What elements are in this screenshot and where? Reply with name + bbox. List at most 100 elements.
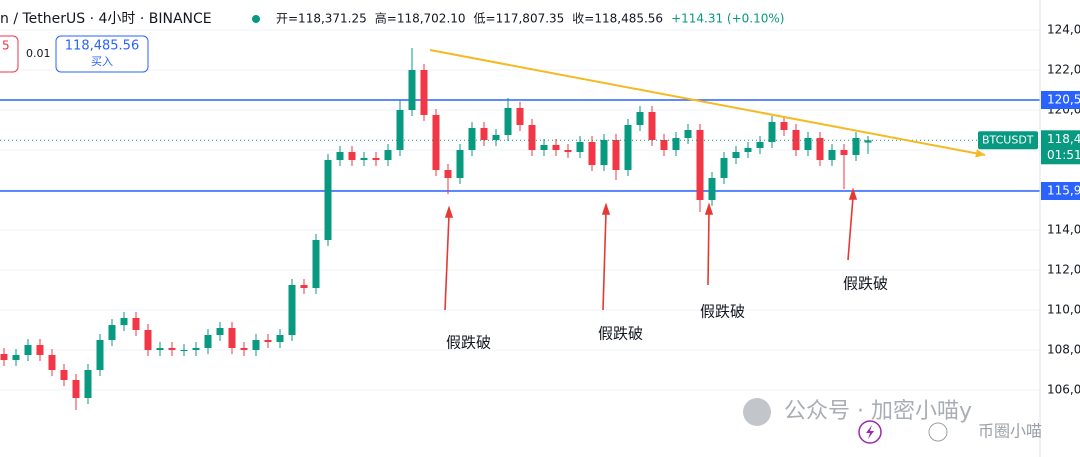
candle-body	[696, 130, 704, 200]
candle-body	[648, 112, 656, 140]
candle-body	[360, 158, 368, 160]
sell-button[interactable]	[0, 35, 19, 73]
watermark-2: 币圈小喵	[978, 422, 1042, 441]
arrow-head	[704, 202, 714, 215]
candle-body	[468, 128, 476, 150]
legend-item: 高=118,702.10	[375, 11, 466, 26]
candle-body	[120, 318, 128, 325]
sell-price: 5	[2, 39, 10, 53]
y-tick-label: 122,000	[1047, 63, 1080, 77]
candle-body	[732, 152, 740, 158]
candle-body	[132, 318, 140, 330]
candle-body	[240, 348, 248, 350]
candle-body	[324, 160, 332, 240]
replay-icon[interactable]	[858, 420, 882, 444]
candle-body	[0, 354, 8, 360]
candle-body	[12, 355, 20, 360]
legend-item: 收=118,485.56	[572, 12, 663, 26]
ohlc-legend: 开=118,371.25 高=118,702.10 低=117,807.35 收=11…	[276, 11, 784, 26]
price-label: 118,485.56	[1047, 132, 1080, 146]
y-tick-label: 124,000	[1047, 23, 1080, 37]
candle-body	[840, 150, 848, 155]
trend-line	[429, 49, 986, 156]
status-dot	[252, 15, 260, 23]
candle-body	[564, 150, 572, 152]
candle-body	[708, 178, 716, 200]
candle-body	[348, 152, 356, 160]
candle-body	[36, 345, 44, 355]
buy-button[interactable]	[55, 35, 149, 73]
candle-body	[444, 170, 452, 178]
candle-body	[384, 150, 392, 160]
y-tick-label: 112,000	[1047, 263, 1080, 277]
candle-body	[96, 340, 104, 370]
candle-body	[192, 348, 200, 350]
annotation: 假跌破	[598, 325, 643, 343]
candle-body	[300, 285, 308, 288]
candle-body	[228, 328, 236, 348]
arrow	[444, 214, 450, 311]
countdown: 01:51	[1047, 148, 1080, 162]
candle-body	[828, 150, 836, 160]
symbol-label: BTCUSDT	[982, 133, 1034, 146]
candle-body	[456, 150, 464, 178]
candle-body	[720, 158, 728, 178]
spread: 0.01	[26, 47, 51, 60]
candle-body	[420, 70, 428, 115]
watermark: 公众号 · 加密小喵y	[784, 399, 972, 424]
candle-body	[636, 112, 644, 125]
candle-body	[504, 108, 512, 135]
candle-body	[372, 158, 380, 160]
candle-body	[744, 148, 752, 152]
candle-body	[768, 122, 776, 142]
candle-body	[216, 328, 224, 335]
candle-body	[780, 122, 788, 130]
candle-body	[672, 138, 680, 150]
level-label: 115,950	[1047, 184, 1080, 198]
candle-body	[336, 152, 344, 160]
candle-body	[24, 345, 32, 355]
candle-body	[492, 135, 500, 140]
candle-body	[816, 138, 824, 160]
candle-body	[612, 140, 620, 170]
trend-arrow-head	[975, 149, 985, 158]
candle-body	[480, 128, 488, 140]
candle-body	[396, 110, 404, 150]
symbol-tag	[978, 131, 1038, 150]
arrow	[707, 211, 710, 286]
buy-price: 118,485.56	[65, 39, 139, 54]
level-tag	[1041, 91, 1080, 109]
y-tick-label: 106,000	[1047, 383, 1080, 397]
y-tick-label: 114,000	[1047, 223, 1080, 237]
y-tick-label: 108,000	[1047, 343, 1080, 357]
candle-body	[48, 355, 56, 370]
arrow	[602, 211, 607, 311]
candle-body	[168, 348, 176, 350]
candle-body	[144, 330, 152, 350]
plot	[0, 48, 1040, 410]
candle-body	[72, 380, 80, 398]
annotation: 假跌破	[843, 275, 888, 293]
legend-item: +114.31 (+0.10%)	[671, 12, 784, 26]
arrow	[847, 196, 854, 261]
candle-body	[684, 130, 692, 138]
arrow-head	[848, 187, 858, 200]
bolt	[866, 425, 874, 439]
candle-body	[624, 125, 632, 170]
candle-body	[864, 140, 872, 143]
candle-body	[852, 138, 860, 155]
candle-body	[312, 240, 320, 288]
price-tag	[1041, 130, 1080, 165]
price-axis: 106,000108,000110,000112,000114,000116,0…	[978, 23, 1080, 397]
candle-body	[60, 370, 68, 380]
buy-label: 买入	[91, 55, 113, 68]
arrows	[444, 187, 858, 311]
candle-body	[432, 115, 440, 170]
candle-body	[804, 138, 812, 150]
candle-body	[576, 142, 584, 152]
candle-body	[552, 145, 560, 150]
candle-body	[600, 140, 608, 165]
annotation: 假跌破	[446, 334, 491, 352]
